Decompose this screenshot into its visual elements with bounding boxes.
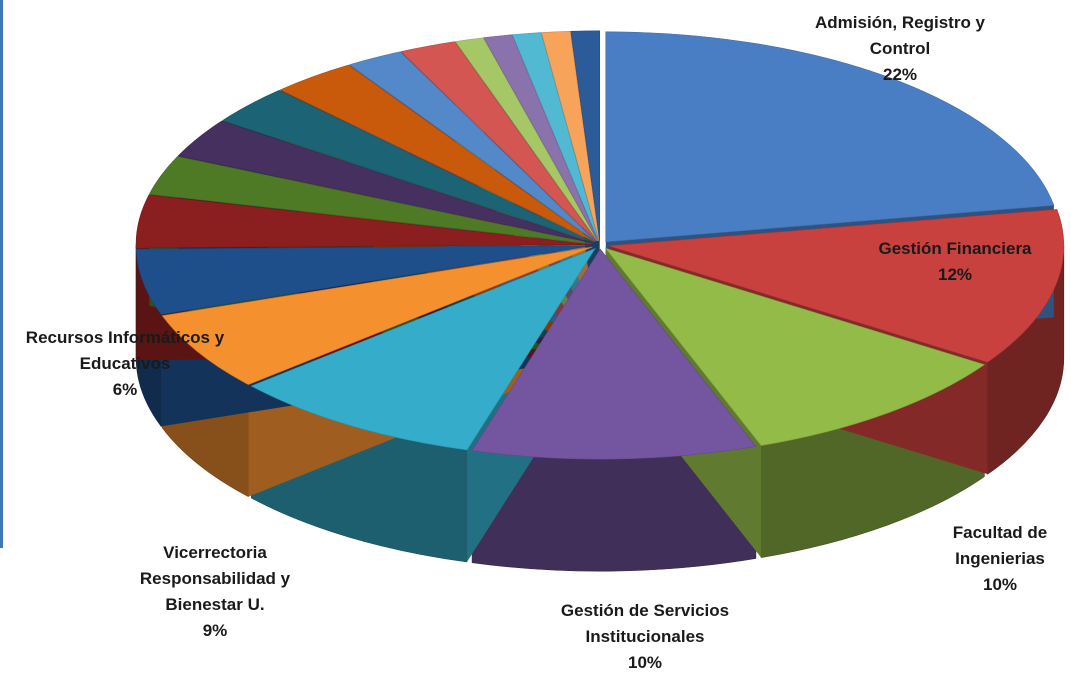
value-label: 10% <box>627 653 663 672</box>
slice <box>221 89 594 243</box>
slice <box>605 31 1055 243</box>
category-label: Facultad de Ingenierias <box>952 523 1048 568</box>
slice <box>471 248 757 460</box>
value-label: 12% <box>937 265 973 284</box>
data-label: Gestión Financiera 12% <box>830 236 1071 288</box>
data-label: Vicerrectoria Responsabilidad y Bienesta… <box>125 540 305 644</box>
value-label: 6% <box>112 380 138 399</box>
frame-edge <box>0 0 3 548</box>
slice <box>483 34 599 242</box>
slice <box>279 64 595 243</box>
slice <box>570 30 601 241</box>
data-label: Gestión de Servicios Institucionales 10% <box>535 598 755 676</box>
slice <box>604 247 986 446</box>
slice <box>512 32 599 242</box>
category-label: Gestión Financiera <box>878 239 1032 258</box>
slice <box>135 194 592 249</box>
value-label: 22% <box>882 65 918 84</box>
category-label: Gestión de Servicios Institucionales <box>560 601 730 646</box>
category-label: Admisión, Registro y Control <box>814 13 986 58</box>
slice <box>161 246 593 385</box>
slice <box>148 156 592 244</box>
slice <box>348 51 596 242</box>
data-label: Admisión, Registro y Control 22% <box>785 10 1015 88</box>
category-label: Vicerrectoria Responsabilidad y Bienesta… <box>139 543 291 614</box>
value-label: 10% <box>982 575 1018 594</box>
data-label: Facultad de Ingenierias 10% <box>930 520 1070 598</box>
value-label: 9% <box>202 621 228 640</box>
slice <box>177 120 593 244</box>
slice <box>541 30 600 241</box>
slice <box>400 41 597 242</box>
slice <box>135 245 592 315</box>
slice <box>250 247 596 451</box>
slice <box>454 37 598 242</box>
category-label: Recursos Informáticos y Educativos <box>25 328 225 373</box>
data-label: Recursos Informáticos y Educativos 6% <box>5 325 245 403</box>
slice <box>608 209 1065 363</box>
